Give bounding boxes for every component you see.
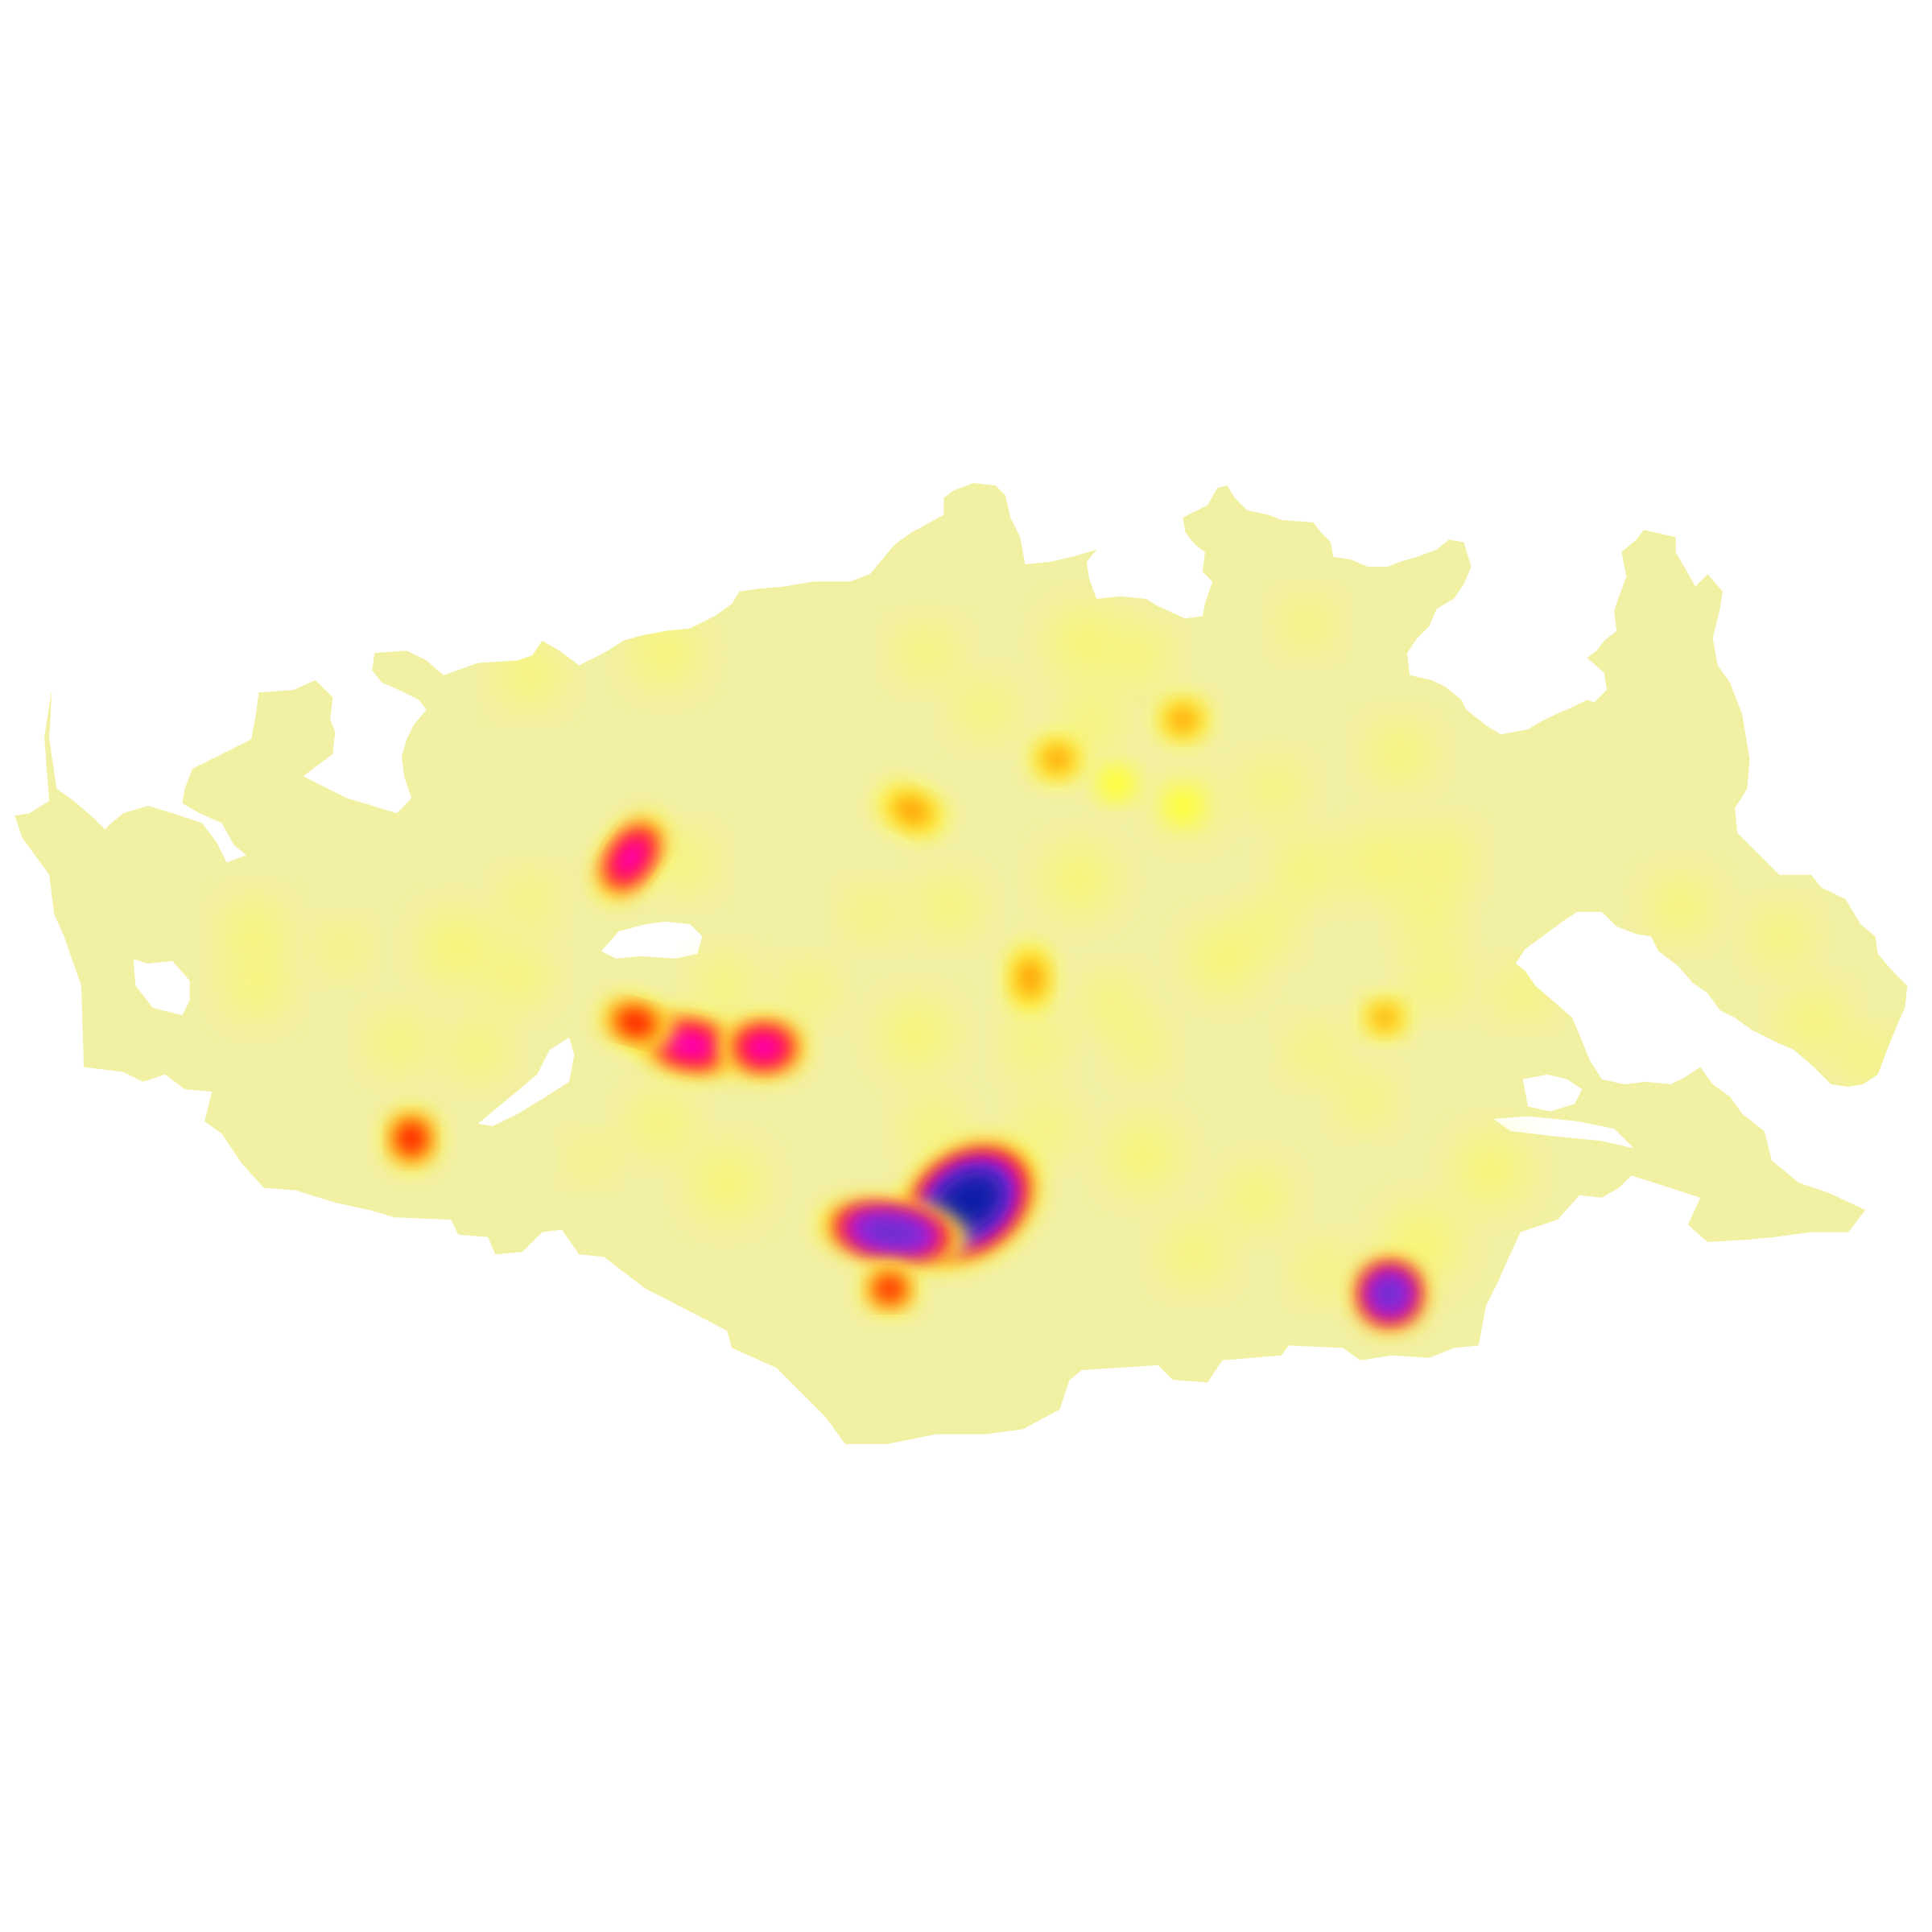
density-blotch-17 — [226, 904, 281, 959]
density-blotch-7 — [960, 685, 1011, 735]
density-blotch-34 — [1845, 1037, 1890, 1082]
hotspot-west-chain-center-level-5 — [661, 1028, 720, 1062]
density-blotch-43 — [633, 1096, 688, 1151]
density-blotch-39 — [1118, 1025, 1163, 1070]
density-blotch-37 — [885, 1002, 949, 1067]
density-blotch-45 — [909, 1104, 959, 1154]
density-blotch-35 — [700, 960, 749, 1011]
hotspot-south-minor-point — [864, 1266, 915, 1311]
density-blotch-38 — [1010, 1022, 1060, 1072]
density-blotch-46 — [1020, 1104, 1070, 1154]
density-blotch-21 — [490, 948, 545, 1003]
density-blotch-23 — [1350, 832, 1410, 893]
hotspot-north-central-point — [878, 785, 946, 836]
density-blotch-31 — [1653, 879, 1708, 935]
density-blotch-12 — [1047, 848, 1112, 912]
hotspot-south-central-arm — [819, 1201, 965, 1263]
density-blotch-24 — [1414, 832, 1469, 888]
hotspot-west-coast-point — [386, 1109, 437, 1168]
hotspot-north-point-d-level-2 — [1169, 792, 1197, 819]
hotspot-northwest-lobe — [596, 815, 666, 900]
hotspot-southeast-point-level-7 — [1372, 1276, 1408, 1312]
density-blotch-16 — [660, 837, 710, 887]
density-blotch-42 — [453, 1025, 503, 1075]
density-blotch-8 — [1064, 695, 1119, 749]
density-blotch-52 — [1168, 1227, 1223, 1282]
density-blotch-20 — [423, 916, 489, 981]
density-blotch-27 — [1246, 904, 1292, 949]
density-blotch-6 — [1283, 601, 1328, 646]
density-blotch-32 — [1757, 911, 1806, 961]
hotspot-north-point-c-level-2 — [1101, 770, 1132, 798]
hotspot-south-minor-point-level-4 — [875, 1276, 905, 1302]
density-blotch-41 — [374, 1018, 424, 1067]
density-blotch-44 — [574, 1141, 609, 1176]
hotspot-west-chain-west — [601, 999, 671, 1046]
density-blotch-47 — [1111, 1123, 1176, 1188]
density-blotch-29 — [1412, 956, 1462, 1005]
hotspot-north-point-a-level-3 — [1041, 745, 1073, 774]
density-blotch-13 — [921, 879, 976, 935]
density-blotch-2 — [635, 623, 696, 683]
hotspot-north-point-b-level-3 — [1166, 705, 1199, 734]
density-blotch-40 — [1294, 1030, 1339, 1075]
hotspot-east-central-point — [1362, 998, 1408, 1038]
density-blotch-36 — [786, 968, 831, 1013]
hotspot-central-point — [1007, 943, 1053, 1014]
density-blotch-1 — [502, 648, 557, 703]
region-hole-1 — [601, 921, 703, 959]
density-blotch-49 — [1459, 1138, 1523, 1203]
hotspot-northwest-lobe-level-5 — [612, 835, 650, 881]
hotspot-west-chain-west-level-4 — [616, 1009, 656, 1036]
density-blotch-50 — [1229, 1170, 1284, 1225]
density-blotch-18 — [229, 958, 284, 1013]
region-hole-4 — [1493, 1116, 1634, 1149]
hotspot-north-point-d — [1163, 786, 1203, 825]
density-blotch-53 — [1301, 1249, 1346, 1294]
hotspot-north-point-c — [1095, 764, 1137, 803]
region-area — [14, 483, 1908, 1444]
density-blotch-48 — [1343, 1076, 1388, 1121]
density-blotch-19 — [323, 929, 362, 969]
density-blotch-10 — [1249, 764, 1299, 814]
hotspot-north-point-b — [1157, 697, 1209, 742]
hotspot-central-point-level-3 — [1016, 956, 1044, 1001]
density-blotch-33 — [1786, 993, 1841, 1048]
hotspot-west-coast-point-level-4 — [397, 1122, 427, 1155]
region-hole-2 — [477, 1037, 575, 1126]
hotspot-north-central-point-level-3 — [891, 795, 933, 827]
hotspot-south-central-arm-level-7 — [855, 1216, 930, 1248]
density-blotch-15 — [507, 877, 552, 922]
hotspot-east-central-point-level-3 — [1371, 1005, 1399, 1030]
hotspot-west-chain-east-level-5 — [741, 1031, 786, 1063]
density-blotch-9 — [1373, 727, 1427, 782]
hotspot-southeast-point — [1354, 1258, 1426, 1329]
region-holes — [477, 921, 1634, 1149]
density-blotch-54 — [695, 1150, 759, 1216]
density-blotch-25 — [1404, 892, 1455, 942]
hotspot-north-point-a — [1031, 737, 1084, 782]
density-blotch-5 — [1111, 628, 1166, 683]
density-blotch-4 — [1052, 611, 1117, 675]
hotspot-west-chain-east — [722, 1018, 806, 1076]
density-blotch-14 — [850, 892, 895, 937]
density-blotch-3 — [902, 628, 952, 678]
density-blotch-22 — [1278, 842, 1334, 898]
density-layer — [226, 601, 1890, 1329]
region-hole-3 — [1522, 1074, 1583, 1112]
density-blotch-28 — [1087, 978, 1137, 1028]
density-blotch-26 — [1192, 927, 1257, 991]
hotspot-south-central-cluster-level-8 — [933, 1171, 1004, 1234]
